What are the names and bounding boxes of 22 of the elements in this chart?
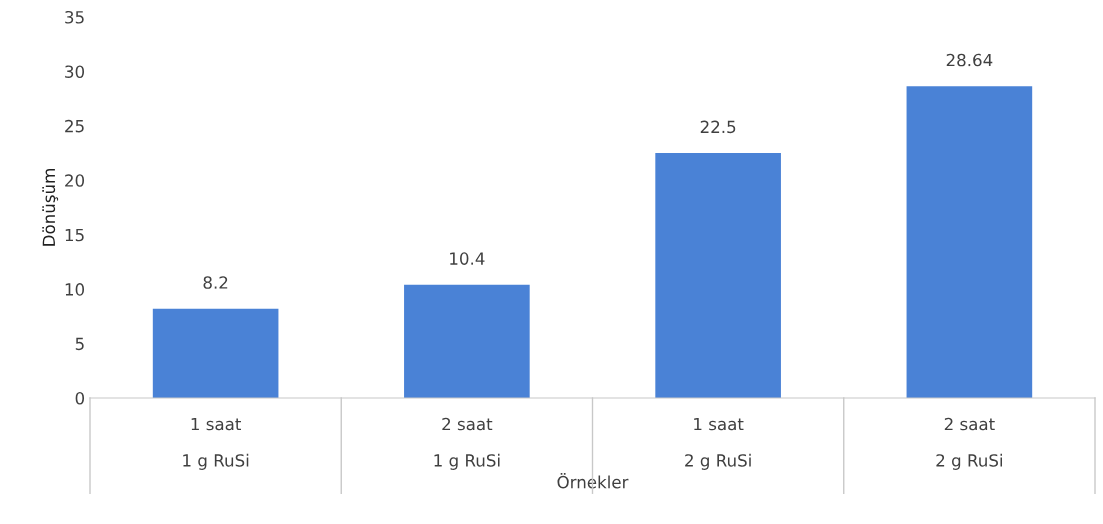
bar xyxy=(655,153,781,398)
y-tick-label: 0 xyxy=(75,391,85,405)
bar xyxy=(152,308,279,398)
category-label: 2 saat 1 g RuSi xyxy=(434,417,500,470)
y-tick-label: 5 xyxy=(75,337,84,351)
bar xyxy=(404,284,530,398)
x-axis-title: Örnekler xyxy=(557,473,629,489)
category-label: 2 saat 2 g RuSi xyxy=(936,417,1002,470)
y-tick-label: 15 xyxy=(65,228,84,242)
y-tick-label: 35 xyxy=(65,10,84,24)
y-tick-label: 30 xyxy=(65,65,85,78)
bar xyxy=(906,86,1033,398)
data-label: 22.5 xyxy=(700,120,736,134)
y-axis-title: Dönüşüm xyxy=(42,169,59,246)
data-label: 10.4 xyxy=(450,252,485,265)
y-tick-label: 20 xyxy=(65,174,85,187)
data-label: 28.64 xyxy=(946,53,993,67)
category-label: 1 saat 2 g RuSi xyxy=(685,417,751,470)
y-tick-label: 25 xyxy=(65,119,84,133)
category-label: 1 saat 1 g RuSi xyxy=(183,417,249,470)
y-tick-label: 10 xyxy=(65,283,85,296)
data-label: 8.2 xyxy=(203,276,228,289)
